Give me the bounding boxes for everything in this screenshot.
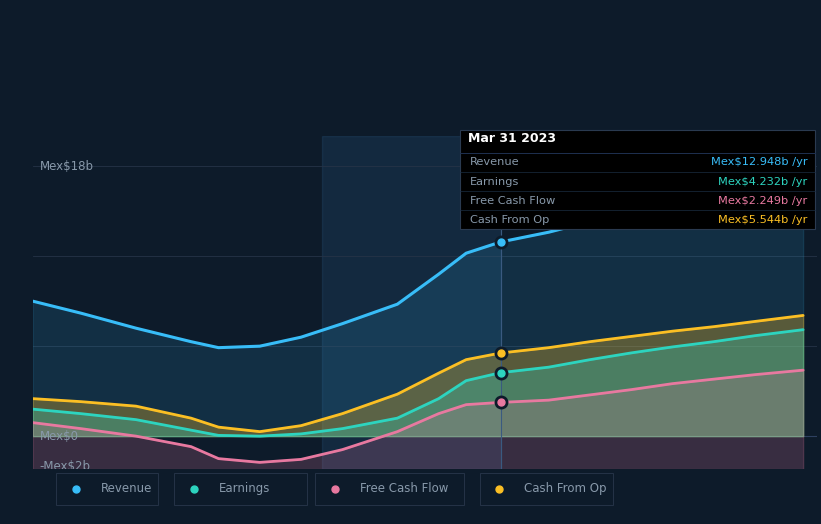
Bar [322, 136, 501, 469]
Text: 2023: 2023 [452, 477, 481, 489]
Text: Free Cash Flow: Free Cash Flow [470, 196, 555, 206]
Text: 2025: 2025 [727, 477, 756, 489]
Text: Analysts Forecasts: Analysts Forecasts [511, 141, 621, 154]
Text: -Mex$2b: -Mex$2b [39, 460, 90, 473]
Text: Cash From Op: Cash From Op [525, 482, 607, 495]
Text: Mex$12.948b /yr: Mex$12.948b /yr [711, 157, 808, 168]
FancyBboxPatch shape [460, 129, 815, 230]
Text: Earnings: Earnings [470, 177, 519, 187]
Text: 2022: 2022 [314, 477, 343, 489]
Text: 2021: 2021 [176, 477, 206, 489]
Text: Mar 31 2023: Mar 31 2023 [468, 132, 556, 145]
Text: Revenue: Revenue [470, 157, 519, 168]
Text: Revenue: Revenue [101, 482, 153, 495]
Text: Free Cash Flow: Free Cash Flow [360, 482, 448, 495]
Text: Mex$4.232b /yr: Mex$4.232b /yr [718, 177, 808, 187]
Text: Mex$0: Mex$0 [39, 430, 79, 443]
Text: Earnings: Earnings [218, 482, 270, 495]
Text: Mex$18b: Mex$18b [39, 160, 94, 173]
Text: 2024: 2024 [589, 477, 619, 489]
Text: Past: Past [467, 141, 493, 154]
Text: Mex$2.249b /yr: Mex$2.249b /yr [718, 196, 808, 206]
Text: Mex$5.544b /yr: Mex$5.544b /yr [718, 215, 808, 225]
Text: Cash From Op: Cash From Op [470, 215, 549, 225]
